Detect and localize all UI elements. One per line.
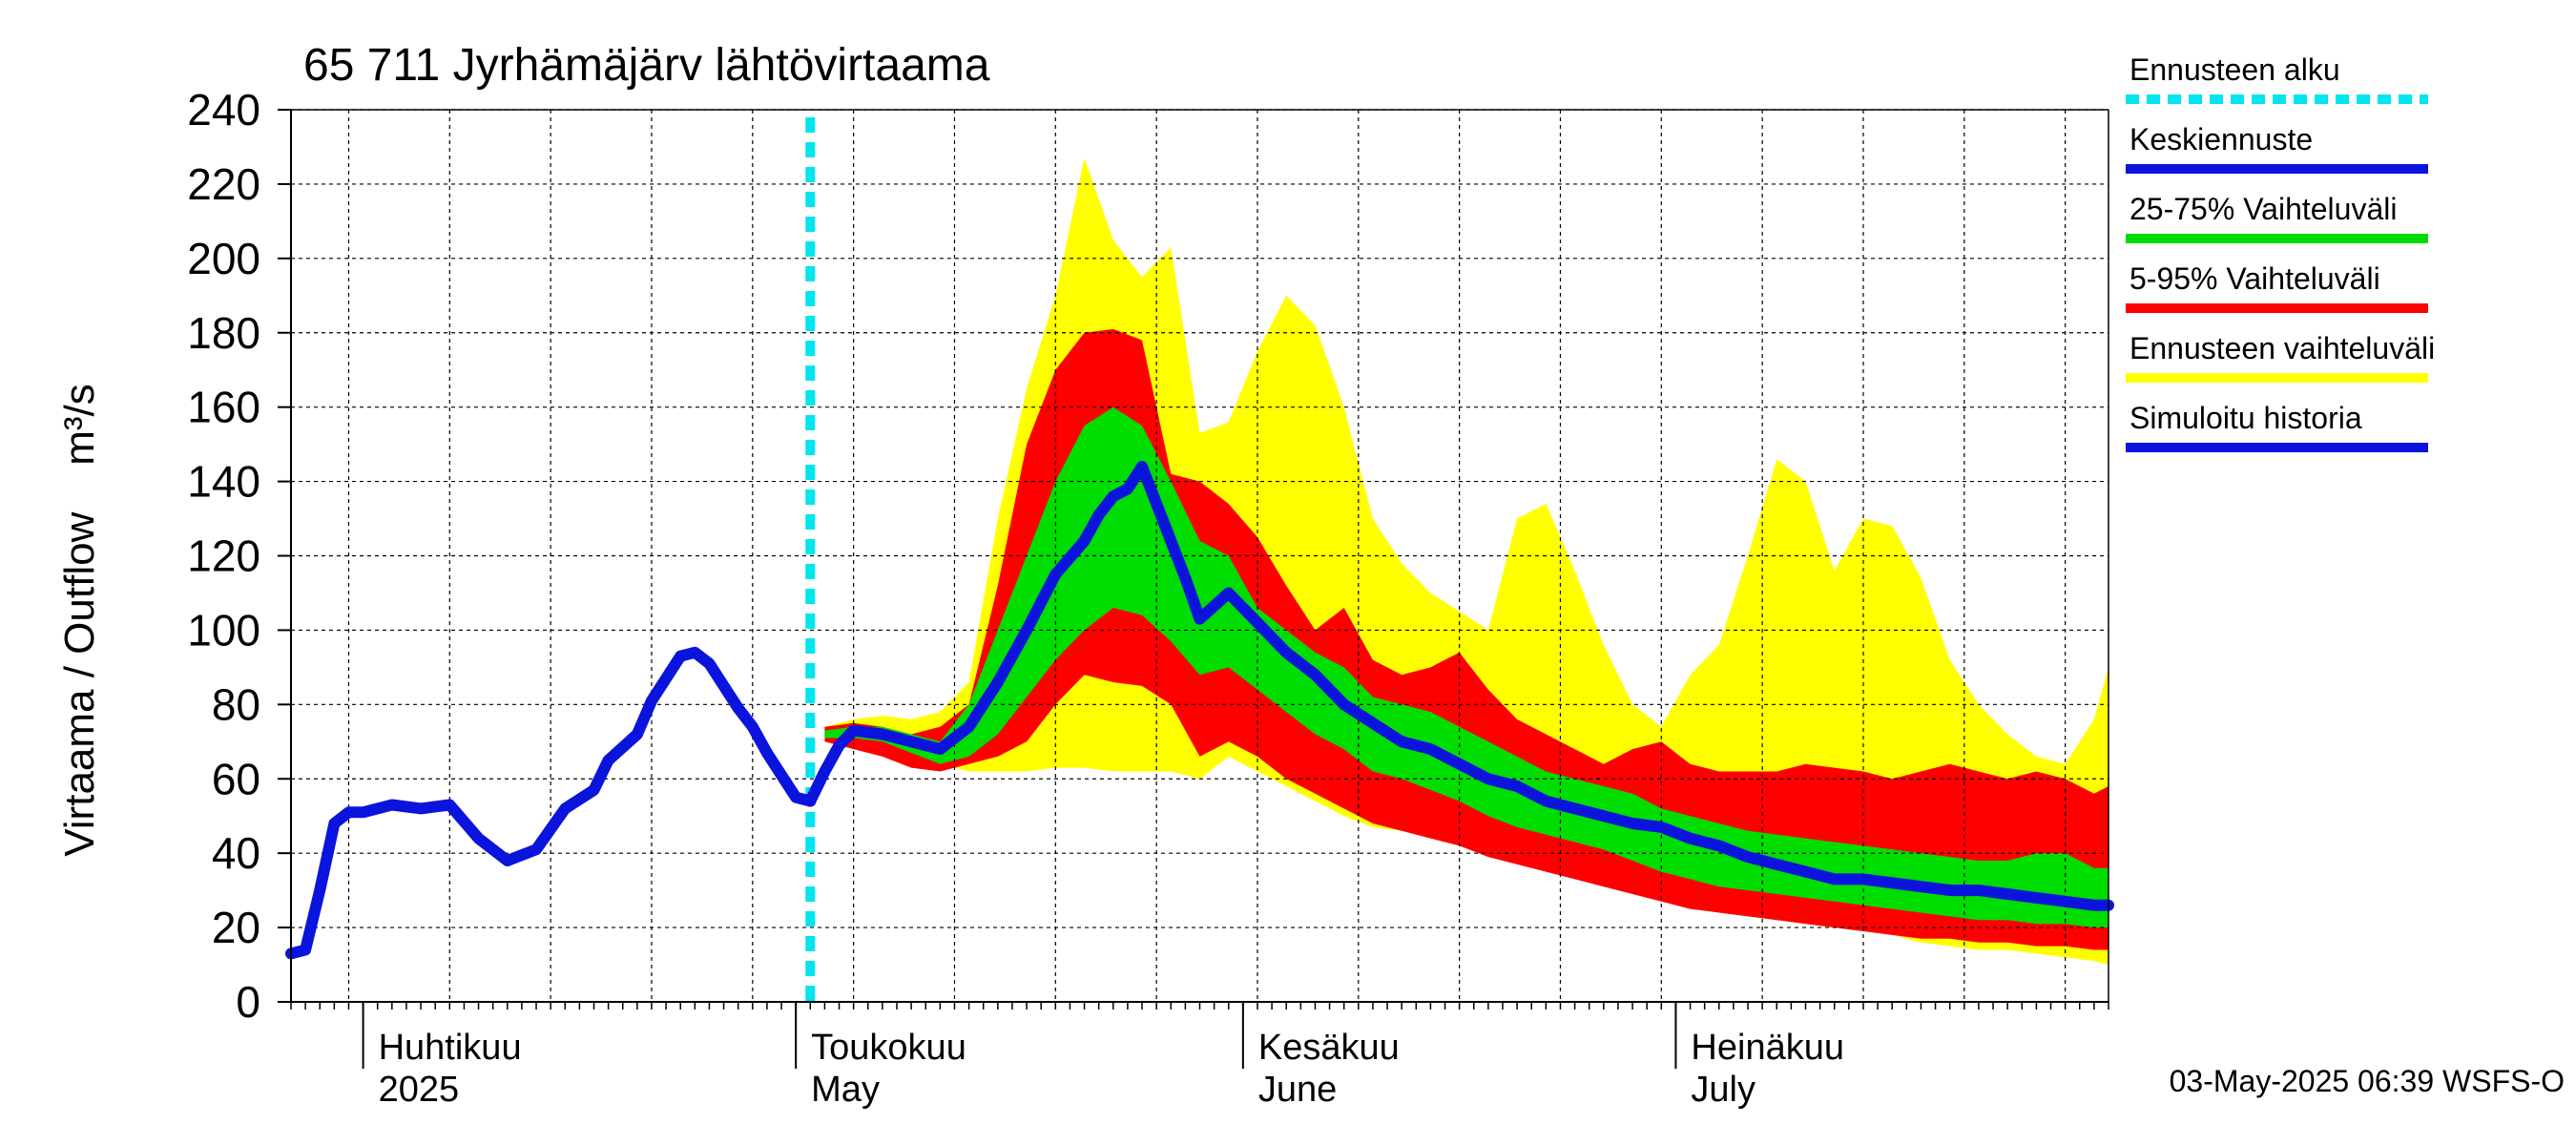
legend-label: Ennusteen alku: [2129, 52, 2340, 87]
chart-title: 65 711 Jyrhämäjärv lähtövirtaama: [303, 40, 990, 91]
y-tick-label: 180: [187, 308, 260, 358]
legend-label: Simuloitu historia: [2129, 401, 2362, 435]
y-tick-label: 120: [187, 531, 260, 581]
y-tick-label: 0: [236, 977, 260, 1027]
month-label-en: July: [1691, 1070, 1755, 1110]
legend-label: 5-95% Vaihteluväli: [2129, 261, 2380, 296]
y-tick-label: 20: [212, 903, 260, 952]
legend-label: Ennusteen vaihteluväli: [2129, 331, 2435, 365]
y-tick-label: 220: [187, 159, 260, 209]
y-tick-label: 160: [187, 383, 260, 432]
series-line-1: [804, 461, 2114, 911]
y-tick-label: 140: [187, 457, 260, 507]
y-tick-label: 80: [212, 679, 260, 729]
tick-labels: 0 20 40 60 80 100 120 140 160 180 200 220 240 Huhtiku…: [187, 85, 1844, 1110]
y-tick-label: 40: [212, 828, 260, 878]
y-axis-label: Virtaama / Outflow m³/s: [56, 384, 103, 857]
month-label-en: June: [1258, 1070, 1337, 1110]
y-tick-label: 240: [187, 85, 260, 135]
timestamp-label: 03-May-2025 06:39 WSFS-O: [2170, 1064, 2565, 1098]
forecast-bands: [824, 157, 2109, 966]
grid: [291, 109, 2109, 1002]
y-tick-label: 100: [187, 605, 260, 655]
month-label-fi: Heinäkuu: [1691, 1028, 1844, 1068]
month-label-en: May: [811, 1070, 880, 1110]
legend-label: Keskiennuste: [2129, 122, 2313, 156]
band-2: [824, 406, 2109, 928]
axes: [278, 109, 2109, 1010]
legend: Ennusteen alku Keskiennuste 25-75% Vaihtel…: [2126, 52, 2435, 452]
series-line-0: [285, 646, 817, 960]
y-tick-label: 200: [187, 234, 260, 283]
month-label-fi: Kesäkuu: [1258, 1028, 1400, 1068]
month-label-en: 2025: [379, 1070, 460, 1110]
month-label-fi: Huhtikuu: [379, 1028, 522, 1068]
series-lines: [285, 117, 2114, 1002]
month-label-fi: Toukokuu: [811, 1028, 966, 1068]
legend-label: 25-75% Vaihteluväli: [2129, 192, 2397, 226]
y-tick-label: 60: [212, 754, 260, 803]
